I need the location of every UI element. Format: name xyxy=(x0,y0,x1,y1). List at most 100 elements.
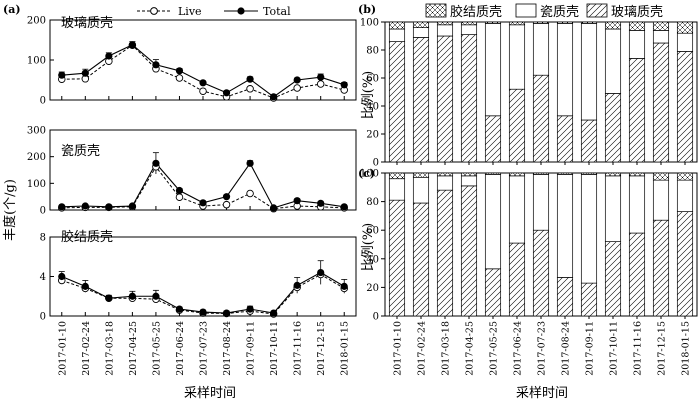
subplot-0-ytick-label: 0 xyxy=(40,96,46,107)
subplot-0-ytick-label: 100 xyxy=(27,56,46,67)
bar-segment-agglutinated xyxy=(556,172,574,175)
bar-segment-agglutinated xyxy=(412,21,430,28)
bar-segment-porcelain xyxy=(388,178,406,201)
point-total xyxy=(105,203,113,211)
legend-bar: 胶结质壳 瓷质壳 玻璃质壳 xyxy=(425,3,663,20)
bar-segment-glass xyxy=(580,119,598,163)
bar-segment-porcelain xyxy=(436,175,454,191)
bar-segment-glass xyxy=(484,268,502,317)
point-total xyxy=(317,268,325,277)
point-total xyxy=(340,81,348,89)
bar-segment-agglutinated xyxy=(436,21,454,26)
bar-segment-porcelain xyxy=(460,175,478,187)
subplot-1-ytick-label: 100 xyxy=(27,179,46,190)
point-total xyxy=(246,159,254,167)
subplot-0-ytick-label: 200 xyxy=(27,16,46,27)
subplot-2-ytick-label: 4 xyxy=(40,272,46,283)
panel-bc-xlabel: 采样时间 xyxy=(516,386,568,401)
point-live xyxy=(199,87,207,95)
bar-segment-glass xyxy=(508,88,526,163)
bar-segment-porcelain xyxy=(508,175,526,244)
point-total xyxy=(81,69,89,77)
ytick-label: 0 xyxy=(373,158,379,169)
bar-segment-glass xyxy=(532,74,550,163)
point-total xyxy=(293,197,301,205)
bar-segment-glass xyxy=(676,51,694,163)
point-total xyxy=(340,203,348,211)
bar-segment-glass xyxy=(460,34,478,163)
point-live xyxy=(222,200,231,209)
x-tick-label: 2017-07-23 xyxy=(199,321,210,376)
bar-segment-porcelain xyxy=(556,174,574,278)
subplot-0: 0 100 200 xyxy=(27,16,357,107)
bar-segment-agglutinated xyxy=(676,172,694,181)
point-live xyxy=(175,74,184,82)
point-total xyxy=(128,41,136,49)
x-tick-label: 2017-05-25 xyxy=(151,321,162,376)
x-tick-label: 2017-09-11 xyxy=(246,321,257,376)
point-total xyxy=(81,202,89,210)
legend-live-label: Live xyxy=(178,5,202,18)
bar-segment-agglutinated xyxy=(532,21,550,24)
ytick-label: 20 xyxy=(366,283,379,294)
ytick-label: 60 xyxy=(366,226,379,237)
subplot-glass-title: 玻璃质壳 xyxy=(61,16,113,31)
legend-porcelain-swatch xyxy=(515,3,537,18)
bar-segment-porcelain xyxy=(652,179,670,221)
subplot-1-ytick-label: 200 xyxy=(27,152,46,163)
x-tick-label: 2017-08-24 xyxy=(561,321,572,376)
legend-live-marker xyxy=(150,7,158,15)
bar-segment-glass xyxy=(532,229,550,317)
point-total xyxy=(128,292,136,300)
bar-segment-porcelain xyxy=(436,24,454,37)
bar-segment-agglutinated xyxy=(604,21,622,30)
bar-segment-agglutinated xyxy=(652,172,670,181)
ytick-label: 100 xyxy=(360,18,379,29)
bar-segment-porcelain xyxy=(532,23,550,76)
point-total xyxy=(58,203,66,211)
bar-segment-agglutinated xyxy=(628,172,646,177)
x-tick-label: 2018-01-15 xyxy=(681,321,692,376)
bar-segment-agglutinated xyxy=(580,21,598,24)
series-total-line xyxy=(61,271,345,314)
bar-segment-agglutinated xyxy=(460,172,478,177)
bar-segment-glass xyxy=(652,42,670,163)
panel-a-xaxis-labels: 2017-01-10 2017-02-24 2017-03-18 2017-04-25… xyxy=(57,321,350,376)
point-total xyxy=(152,292,160,300)
x-tick-label: 2017-07-23 xyxy=(537,321,548,376)
point-total xyxy=(293,281,301,289)
point-total xyxy=(270,93,278,101)
bar-segment-porcelain xyxy=(388,28,406,42)
bar-segment-glass xyxy=(436,35,454,163)
x-tick-label: 2017-06-24 xyxy=(175,321,186,376)
ytick-label: 40 xyxy=(366,102,379,113)
ytick-label: 100 xyxy=(360,169,379,180)
subplot-2-frame xyxy=(49,236,357,317)
x-tick-label: 2018-01-15 xyxy=(340,321,351,376)
legend-agglutinated-label: 胶结质壳 xyxy=(450,4,502,20)
bar-segment-porcelain xyxy=(460,24,478,35)
bar-segment-glass xyxy=(676,211,694,317)
subplot-porcelain-title: 瓷质壳 xyxy=(61,144,100,159)
bar-segment-porcelain xyxy=(604,175,622,242)
bar-segment-glass xyxy=(388,199,406,317)
ytick-label: 80 xyxy=(366,46,379,57)
bar-segment-glass xyxy=(604,93,622,163)
point-total xyxy=(222,89,231,97)
bar-segment-glass xyxy=(436,189,454,317)
point-total xyxy=(175,305,184,313)
point-total xyxy=(128,202,136,210)
legend-live: Live xyxy=(137,5,202,18)
panel-a-xlabel: 采样时间 xyxy=(184,386,236,401)
point-live xyxy=(175,193,184,201)
point-total xyxy=(246,305,254,313)
legend-total: Total xyxy=(224,5,291,18)
legend-total-label: Total xyxy=(263,5,291,18)
x-tick-label: 2017-01-10 xyxy=(57,321,68,376)
point-total xyxy=(222,309,231,317)
bar-segment-porcelain xyxy=(556,23,574,117)
bar-segment-porcelain xyxy=(484,23,502,117)
subplot-2: 0 4 8 xyxy=(40,233,357,323)
